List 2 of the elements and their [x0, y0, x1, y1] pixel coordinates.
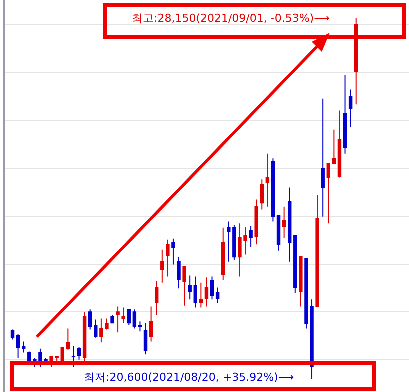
annotation: 최고:28,150(2021/09/01, -0.53%)⟶	[132, 12, 330, 25]
annotation: 최저:20,600(2021/08/20, +35.92%)⟶	[84, 371, 294, 384]
